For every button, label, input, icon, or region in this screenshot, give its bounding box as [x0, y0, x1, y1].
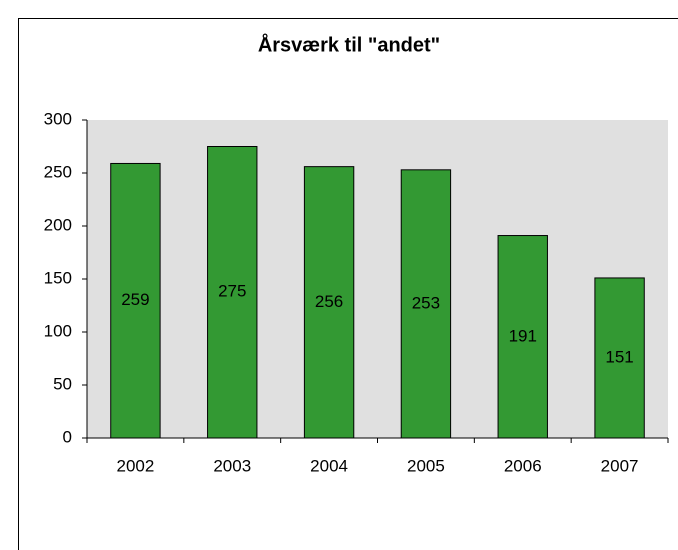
data-label: 275 — [218, 282, 246, 301]
bar — [207, 146, 258, 439]
plot-area — [87, 120, 668, 438]
x-tick-label: 2004 — [310, 456, 348, 475]
y-tick-label: 250 — [44, 162, 72, 181]
x-tick-label: 2006 — [504, 456, 542, 475]
data-label: 256 — [315, 292, 343, 311]
y-tick-label: 50 — [53, 374, 72, 393]
x-tick-label: 2007 — [601, 456, 639, 475]
y-tick-label: 200 — [44, 215, 72, 234]
bar — [594, 277, 645, 439]
data-label: 253 — [412, 293, 440, 312]
y-tick-label: 150 — [44, 268, 72, 287]
y-tick-label: 100 — [44, 321, 72, 340]
x-tick-label: 2005 — [407, 456, 445, 475]
bar — [497, 235, 548, 439]
data-label: 259 — [121, 290, 149, 309]
bar — [400, 169, 452, 439]
y-tick-label: 300 — [44, 109, 72, 128]
data-label: 151 — [605, 347, 633, 366]
x-tick-label: 2003 — [213, 456, 251, 475]
data-label: 191 — [509, 326, 537, 345]
x-tick-label: 2002 — [117, 456, 155, 475]
y-tick-label: 0 — [63, 427, 72, 446]
bar — [303, 166, 355, 439]
bar — [110, 162, 161, 439]
chart-title: Årsværk til "andet" — [258, 32, 440, 56]
